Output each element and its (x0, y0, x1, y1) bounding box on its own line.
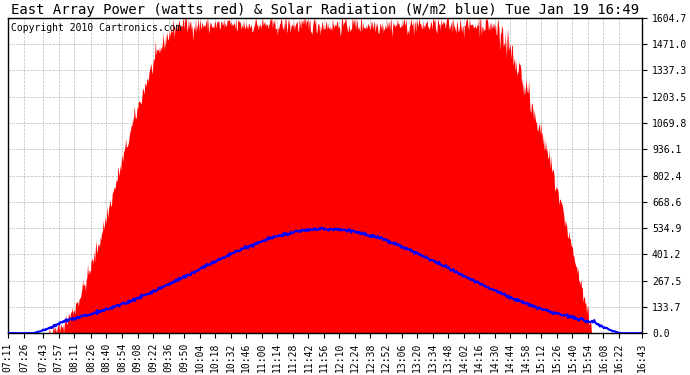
Text: Copyright 2010 Cartronics.com: Copyright 2010 Cartronics.com (11, 22, 181, 33)
Title: East Array Power (watts red) & Solar Radiation (W/m2 blue) Tue Jan 19 16:49: East Array Power (watts red) & Solar Rad… (11, 3, 639, 17)
